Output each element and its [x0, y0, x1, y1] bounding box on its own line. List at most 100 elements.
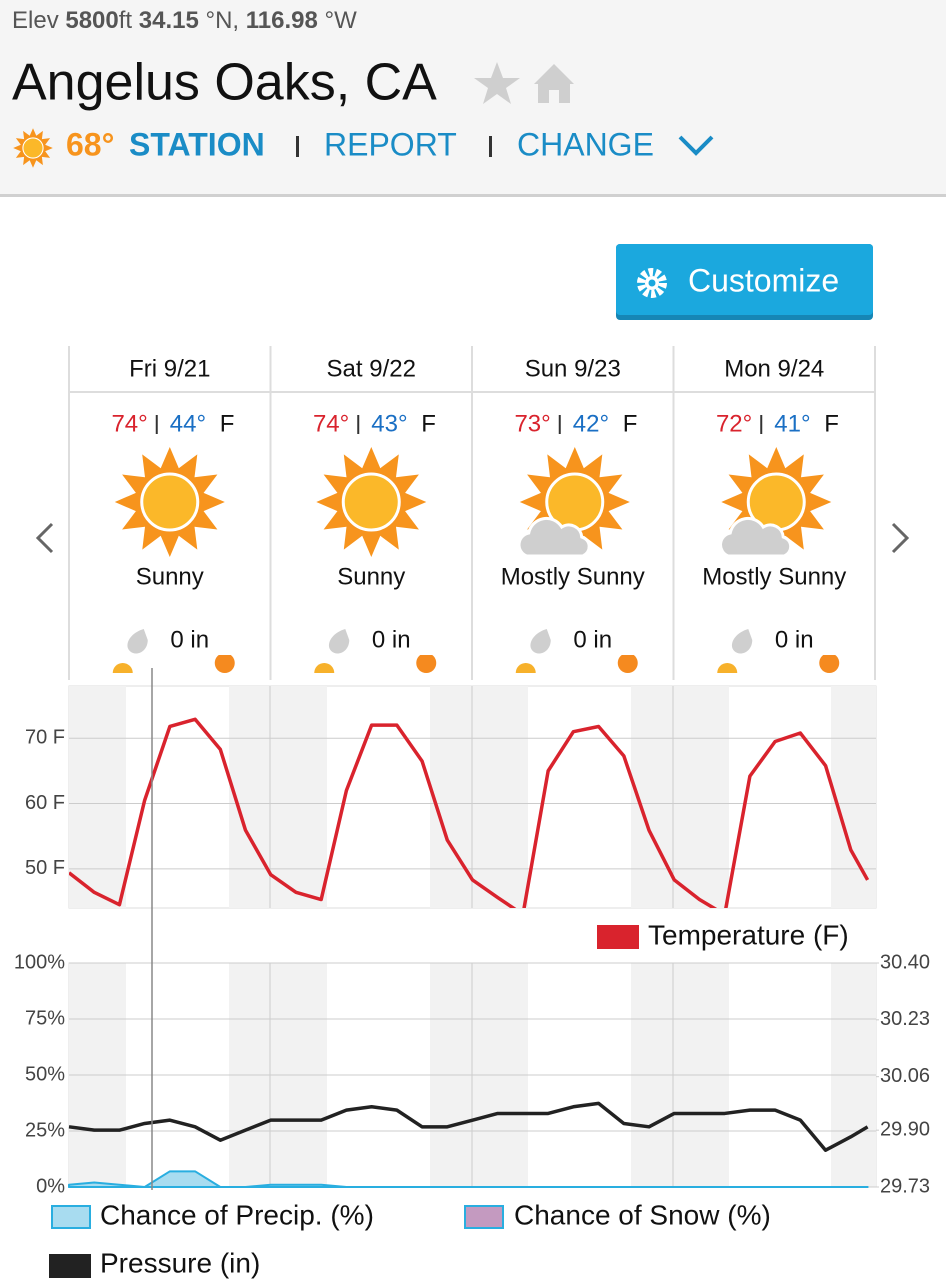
- button-face[interactable]: [616, 244, 873, 315]
- cloud: [719, 517, 793, 558]
- next-arrow[interactable]: [891, 522, 910, 554]
- elev-label: Elev: [12, 7, 59, 34]
- y-tick-label: 25%: [25, 1119, 65, 1141]
- y-tick-label: 60 F: [25, 792, 65, 814]
- temp-unit: F: [623, 410, 638, 437]
- lon-unit: °W: [325, 7, 358, 34]
- charts: 50 F 60 F 70 F 0% 25% 50% 75% 100% 29.73 29.90 30.…: [14, 685, 930, 1278]
- y2-tick-label: 29.73: [880, 1175, 930, 1197]
- change-link[interactable]: CHANGE: [517, 126, 654, 162]
- temp-separator: [357, 415, 360, 434]
- condition: Mostly Sunny: [702, 563, 846, 590]
- high-temp: 72°: [716, 410, 752, 437]
- legend-swatch: [49, 1254, 91, 1278]
- latitude: 34.15: [139, 7, 199, 34]
- customize-label[interactable]: Customize: [688, 262, 839, 298]
- y-tick-label: 50%: [25, 1063, 65, 1085]
- location-title: Angelus Oaks, CA: [12, 54, 437, 112]
- day-column: Mon 9/24 72° 41° F Mostly Sunny 0 in: [702, 355, 846, 673]
- favorite-star[interactable]: [474, 62, 520, 104]
- precip-drop: [127, 629, 148, 654]
- precip-drop: [328, 629, 350, 654]
- legend-swatch: [51, 1205, 91, 1229]
- legend-swatch: [464, 1205, 504, 1229]
- night-shade: [69, 686, 126, 908]
- precip-amount: 0 in: [775, 626, 814, 653]
- day-column: Sun 9/23 73° 42° F Mostly Sunny 0 in: [501, 355, 645, 673]
- precip-amount: 0 in: [573, 626, 612, 653]
- temp-unit: F: [824, 410, 839, 437]
- day-name: Sun 9/23: [525, 355, 621, 382]
- high-temp: 74°: [313, 410, 349, 437]
- lat-unit: °N,: [206, 7, 240, 34]
- y-tick-label: 75%: [25, 1007, 65, 1029]
- temp-unit: F: [220, 410, 235, 437]
- gear-teeth: [637, 268, 667, 298]
- current-sun-icon: [13, 128, 53, 168]
- sun-disc: [22, 137, 44, 159]
- day-column: Sat 9/22 74° 43° F Sunny 0 in: [313, 355, 437, 673]
- precip-amount: 0 in: [170, 626, 209, 653]
- temp-separator: [155, 415, 158, 434]
- sunrise-icon: [717, 663, 738, 673]
- condition: Mostly Sunny: [501, 563, 645, 590]
- day-name: Fri 9/21: [129, 355, 210, 382]
- elevation: 5800: [65, 7, 118, 34]
- chart: 50 F 60 F 70 F: [25, 685, 877, 909]
- home-icon[interactable]: [534, 64, 574, 103]
- y2-tick-label: 30.40: [880, 951, 930, 973]
- y2-tick-label: 29.90: [880, 1118, 930, 1140]
- sunrise-icon: [515, 663, 536, 673]
- day-name: Mon 9/24: [724, 355, 824, 382]
- y-tick-label: 0%: [36, 1175, 65, 1197]
- header-border: [0, 194, 946, 197]
- separator: [296, 136, 299, 157]
- condition: Sunny: [337, 563, 405, 590]
- customize-button[interactable]: Customize: [616, 244, 873, 320]
- cloud: [517, 517, 591, 558]
- condition: Sunny: [136, 563, 204, 590]
- low-temp: 44°: [170, 410, 206, 437]
- y-tick-label: 70 F: [25, 727, 65, 749]
- temp-separator: [760, 415, 763, 434]
- chart: 0% 25% 50% 75% 100% 29.73 29.90 30.06 30.23 30.40: [14, 951, 930, 1197]
- day-name: Sat 9/22: [327, 355, 416, 382]
- sunset-icon: [416, 655, 437, 673]
- station-link[interactable]: STATION: [129, 126, 265, 162]
- night-shade: [831, 686, 876, 908]
- precip-drop: [731, 629, 753, 654]
- precip-drop: [530, 629, 551, 654]
- sunset-icon: [214, 655, 235, 673]
- header-bg: [0, 0, 946, 195]
- elevation-line: Elev 5800ft 34.15 °N, 116.98 °W: [12, 7, 357, 34]
- high-temp: 73°: [514, 410, 550, 437]
- legend-label: Chance of Precip. (%): [100, 1199, 374, 1230]
- line: [69, 717, 870, 908]
- day-column: Fri 9/21 74° 44° F Sunny 0 in: [111, 355, 235, 673]
- change-chevron[interactable]: [678, 135, 714, 156]
- prev-arrow[interactable]: [35, 522, 54, 554]
- report-link[interactable]: REPORT: [324, 126, 457, 162]
- legend-label: Pressure (in): [100, 1247, 260, 1278]
- legend-swatch: [597, 925, 639, 949]
- y2-tick-label: 30.23: [880, 1008, 930, 1030]
- line: [68, 1101, 869, 1152]
- precip-amount: 0 in: [372, 626, 411, 653]
- y-tick-label: 100%: [14, 951, 65, 973]
- sunrise-icon: [112, 663, 133, 673]
- sunset-icon: [819, 655, 840, 673]
- high-temp: 74°: [111, 410, 147, 437]
- sunset-icon: [617, 655, 638, 673]
- y2-tick-label: 30.06: [880, 1065, 930, 1087]
- longitude: 116.98: [246, 7, 318, 34]
- night-shade: [430, 686, 528, 908]
- low-temp: 41°: [774, 410, 810, 437]
- y-tick-label: 50 F: [25, 857, 65, 879]
- gear-hole: [648, 279, 656, 287]
- current-temp: 68°: [66, 126, 114, 162]
- night-shade: [229, 686, 327, 908]
- sunrise-icon: [314, 663, 335, 673]
